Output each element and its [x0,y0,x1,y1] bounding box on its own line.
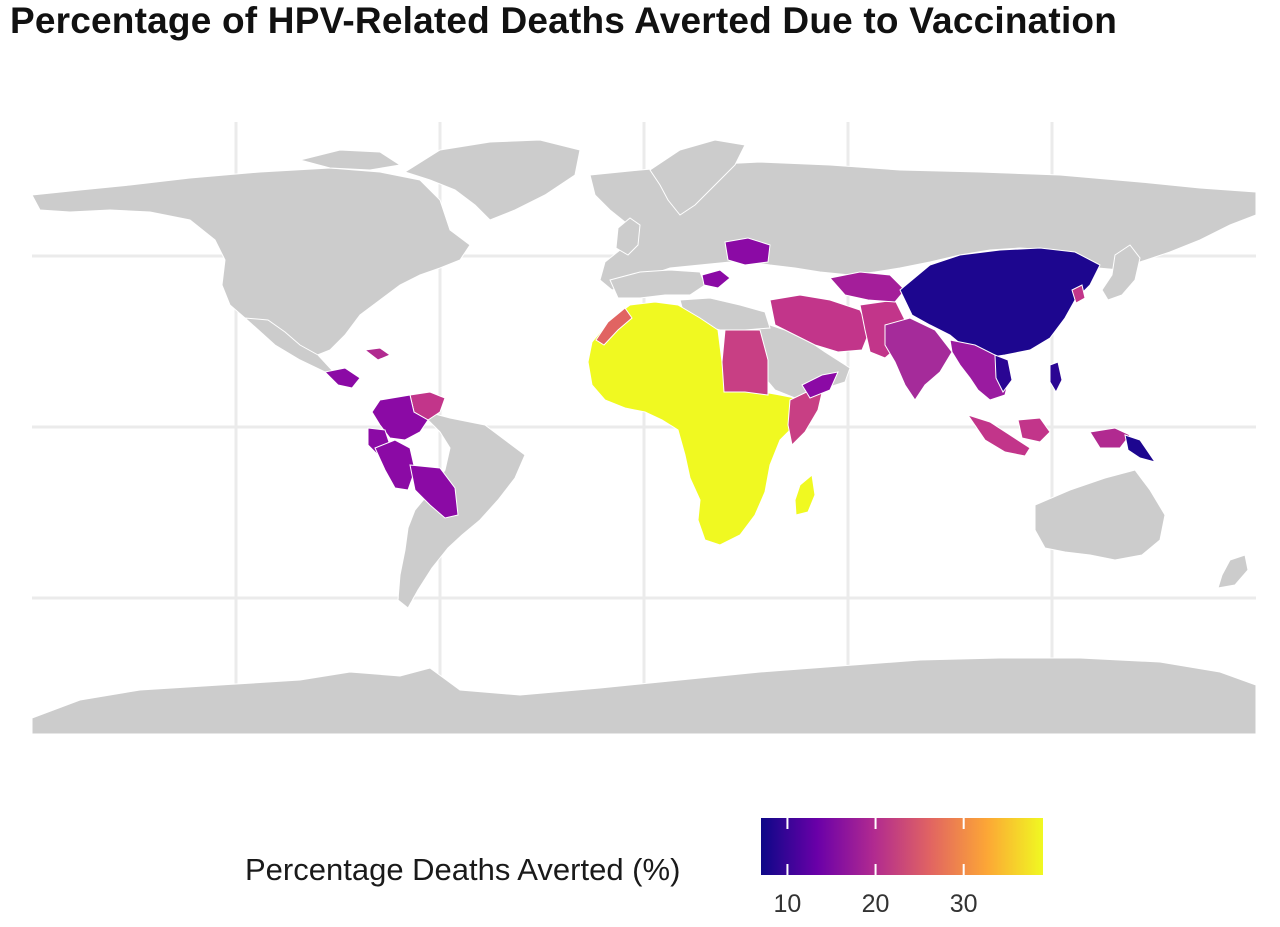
australia [1034,469,1166,561]
peru [374,439,416,491]
map-title: Percentage of HPV-Related Deaths Averted… [10,0,1118,41]
turkey [701,269,731,289]
british-isles [615,217,641,256]
papua-new-guinea-east [1124,434,1157,463]
india [884,317,953,401]
arctic-islands [298,149,402,171]
legend-tick-label: 10 [773,890,802,918]
mexico [243,317,341,379]
antarctica [31,657,1257,735]
morocco [595,307,633,346]
africa-yellow [587,301,806,546]
southern-europe [609,269,706,299]
land-with-data [323,237,1157,546]
new-zealand [1217,554,1249,589]
japan [1101,244,1141,301]
colombia [371,394,429,441]
legend-gradient [761,818,1043,875]
bolivia [409,464,459,519]
legend-ticks [786,818,965,875]
vietnam [994,354,1013,393]
papua-new-guinea [1089,427,1131,449]
legend-tick-label: 20 [861,890,890,918]
borneo-sulawesi [1017,417,1051,443]
scandinavia [649,139,746,216]
iraq-iran [769,294,871,353]
yemen [801,371,839,399]
greenland [403,139,581,221]
central-america [323,367,361,389]
china [899,247,1101,359]
central-asia [829,271,906,303]
ukraine [724,237,771,266]
legend-title: Percentage Deaths Averted (%) [245,852,681,887]
madagascar [794,474,816,516]
caribbean [363,347,392,361]
south-america-gray [397,409,526,609]
sudan [721,329,769,396]
north-korea [1071,284,1086,304]
color-legend-bar [761,818,1043,875]
legend-tick-label: 30 [949,890,978,918]
indonesia [966,414,1031,457]
north-america [31,167,471,359]
philippines [1049,361,1063,394]
